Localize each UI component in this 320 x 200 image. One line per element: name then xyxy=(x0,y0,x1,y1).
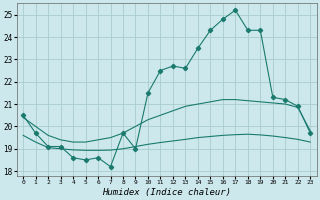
X-axis label: Humidex (Indice chaleur): Humidex (Indice chaleur) xyxy=(102,188,231,197)
